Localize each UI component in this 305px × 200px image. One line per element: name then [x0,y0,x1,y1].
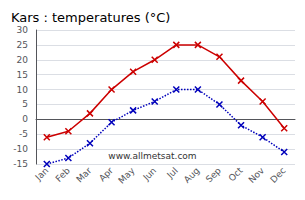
svg-text:-15: -15 [13,159,28,169]
svg-text:15: 15 [17,70,28,80]
svg-text:Jul: Jul [164,165,179,180]
svg-text:May: May [116,165,137,186]
svg-text:-10: -10 [13,144,28,154]
svg-text:Aug: Aug [182,165,201,184]
svg-text:Feb: Feb [54,165,73,184]
svg-text:Sep: Sep [204,165,223,184]
svg-text:5: 5 [22,99,28,109]
svg-text:Jan: Jan [33,165,51,183]
svg-text:Jun: Jun [141,165,159,183]
svg-text:-5: -5 [19,129,28,139]
svg-text:0: 0 [22,114,28,124]
svg-text:20: 20 [17,55,29,65]
svg-text:Nov: Nov [247,165,267,185]
svg-text:Apr: Apr [97,165,115,183]
svg-text:10: 10 [17,85,29,95]
svg-text:Kars : temperatures (°C): Kars : temperatures (°C) [11,10,170,25]
svg-text:Dec: Dec [268,165,287,184]
svg-text:30: 30 [17,25,29,35]
svg-text:Mar: Mar [74,165,93,184]
svg-text:www.allmetsat.com: www.allmetsat.com [108,151,196,161]
svg-text:Oct: Oct [227,165,245,183]
svg-text:25: 25 [17,40,28,50]
